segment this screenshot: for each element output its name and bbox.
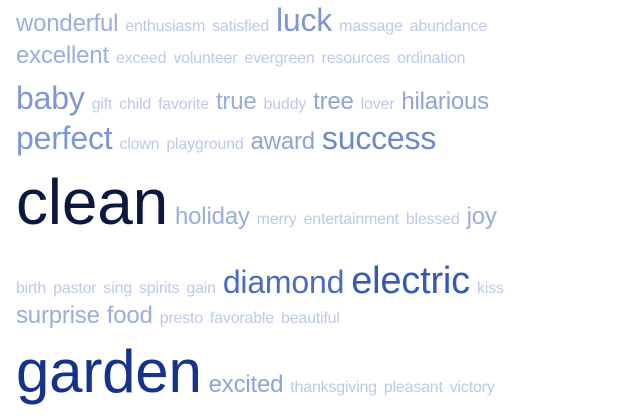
cloud-word: beautiful xyxy=(281,310,340,327)
cloud-word: award xyxy=(250,128,316,155)
cloud-word: satisfied xyxy=(212,18,269,35)
word-cloud-line: garden excited thanksgiving pleasant victory xyxy=(16,342,495,402)
cloud-word: clown xyxy=(119,136,160,153)
word-cloud-line: excellent exceed volunteer evergreen resourc… xyxy=(16,42,466,69)
cloud-word: volunteer xyxy=(173,50,238,67)
word-cloud-line: baby gift child favorite true buddy tree lover h… xyxy=(16,82,489,114)
cloud-word: diamond xyxy=(222,264,345,300)
cloud-word: wonderful xyxy=(16,10,119,37)
cloud-word: baby xyxy=(16,80,85,116)
cloud-word: buddy xyxy=(263,96,307,113)
cloud-word: spirits xyxy=(138,280,180,297)
cloud-word: excited xyxy=(208,371,284,398)
cloud-word: resources xyxy=(321,50,391,67)
word-cloud-line: clean holiday merry entertainment blessed joy xyxy=(16,170,497,234)
cloud-word: victory xyxy=(449,379,495,396)
cloud-word: pastor xyxy=(53,280,97,297)
cloud-word: merry xyxy=(256,211,297,228)
cloud-word: lover xyxy=(360,96,395,113)
cloud-word: presto xyxy=(159,310,203,327)
cloud-word: perfect xyxy=(16,120,113,156)
cloud-word: electric xyxy=(351,260,470,302)
word-cloud-line: birth pastor sing spirits gain diamond electri… xyxy=(16,262,504,300)
cloud-word: pleasant xyxy=(383,379,443,396)
cloud-word: ordination xyxy=(397,50,466,67)
cloud-word: true xyxy=(215,88,257,115)
cloud-word: joy xyxy=(466,203,497,230)
cloud-word: massage xyxy=(339,18,403,35)
cloud-word: playground xyxy=(166,136,244,153)
cloud-word: success xyxy=(321,120,437,156)
word-cloud-line: wonderful enthusiasm satisfied luck massage a… xyxy=(16,4,487,36)
word-cloud-line: surprise food presto favorable beautiful xyxy=(16,304,340,328)
cloud-word: favorable xyxy=(209,310,274,327)
cloud-word: kiss xyxy=(476,280,504,297)
cloud-word: luck xyxy=(276,2,333,38)
cloud-word: evergreen xyxy=(244,50,315,67)
cloud-word: holiday xyxy=(175,203,250,230)
cloud-word: sing xyxy=(103,280,132,297)
word-cloud-line: perfect clown playground award success xyxy=(16,122,436,154)
cloud-word: exceed xyxy=(115,50,167,67)
cloud-word: food xyxy=(106,302,153,329)
cloud-word: favorite xyxy=(158,96,209,113)
cloud-word: child xyxy=(119,96,152,113)
cloud-word: clean xyxy=(16,166,169,238)
cloud-word: enthusiasm xyxy=(125,18,206,35)
cloud-word: surprise xyxy=(16,302,100,329)
cloud-word: birth xyxy=(16,280,47,297)
cloud-word: garden xyxy=(16,338,202,405)
cloud-word: entertainment xyxy=(303,211,399,228)
cloud-word: tree xyxy=(313,88,354,115)
cloud-word: gift xyxy=(91,96,113,113)
cloud-word: thanksgiving xyxy=(290,379,377,396)
cloud-word: hilarious xyxy=(401,88,489,115)
cloud-word: gain xyxy=(186,280,216,297)
cloud-word: blessed xyxy=(405,211,460,228)
cloud-word: excellent xyxy=(16,42,109,69)
cloud-word: abundance xyxy=(409,18,488,35)
